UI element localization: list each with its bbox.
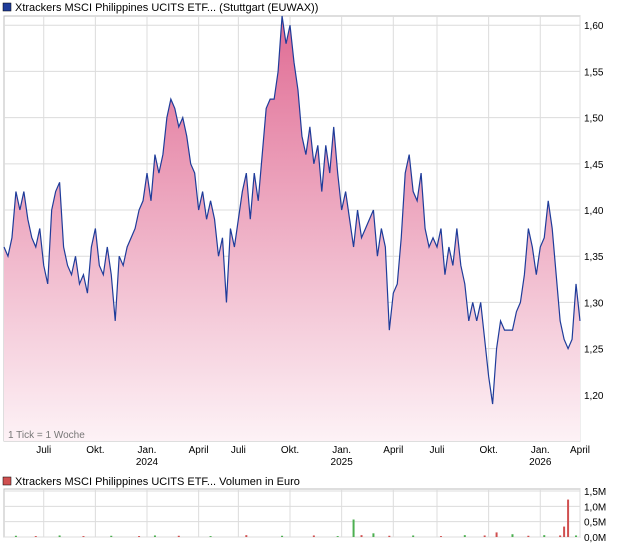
price-x-tick-label: April [570,445,590,456]
price-plot-area: 1 Tick = 1 Woche [3,15,581,442]
volume-plot-frame [3,488,581,538]
volume-bar [543,535,546,537]
price-y-tick-label: 1,55 [584,67,604,78]
price-year-labels: 2024 2025 2026 [136,457,552,468]
volume-bar [567,499,570,537]
volume-legend-swatch [2,476,12,486]
volume-bar [336,536,339,537]
price-chart-title: Xtrackers MSCI Philippines UCITS ETF... … [15,2,318,14]
price-x-tick-label: Jan. [332,445,351,456]
volume-y-tick-label: 0,5M [584,518,606,529]
price-x-tick-label: Jan. [138,445,157,456]
volume-bar [177,535,180,537]
tick-note: 1 Tick = 1 Woche [8,430,85,441]
price-y-axis: 1,20 1,25 1,30 1,35 1,40 1,45 1,50 1,55 1,60 [584,21,604,402]
volume-bar [138,536,141,537]
price-x-tick-label: Okt. [281,445,299,456]
volume-bar [14,535,17,537]
price-x-tick-label: Juli [36,445,51,456]
volume-bar [559,535,562,537]
volume-bar [58,535,61,537]
price-line [3,15,581,405]
price-y-tick-label: 1,30 [584,298,604,309]
volume-bar [312,535,315,537]
volume-bar [527,535,530,537]
volume-bar [245,535,248,537]
price-y-tick-label: 1,40 [584,206,604,217]
volume-y-axis: 0,0M 0,5M 1,0M 1,5M [584,487,606,544]
price-area [4,16,580,441]
volume-bar [495,532,498,537]
volume-bar [34,536,37,537]
price-legend-swatch [2,2,12,12]
price-x-tick-label: Okt. [479,445,497,456]
price-x-tick-label: Jan. [531,445,550,456]
volume-bar [412,535,415,537]
price-x-tick-label: Juli [231,445,246,456]
volume-plot-area [3,488,581,538]
price-x-tick-label: April [383,445,403,456]
price-y-tick-label: 1,35 [584,252,604,263]
volume-bar [82,536,85,537]
price-y-tick-label: 1,60 [584,21,604,32]
volume-bar [388,535,391,537]
volume-y-tick-label: 1,0M [584,502,606,513]
volume-bar [483,535,486,537]
price-y-tick-label: 1,20 [584,391,604,402]
volume-y-tick-label: 1,5M [584,487,606,498]
volume-bar [360,535,363,537]
price-x-axis: Juli Okt. Jan. April Juli Okt. Jan. April Juli Ok… [36,445,590,456]
price-y-tick-label: 1,50 [584,114,604,125]
price-x-tick-label: April [189,445,209,456]
year-label: 2024 [136,457,159,468]
price-x-tick-label: Juli [429,445,444,456]
volume-bar [372,533,375,537]
volume-bar [439,536,442,537]
volume-bar [463,535,466,537]
volume-bar [575,535,578,537]
volume-bar [511,534,514,537]
volume-y-tick-label: 0,0M [584,533,606,544]
volume-bar [281,535,284,537]
year-label: 2025 [331,457,354,468]
volume-bar [153,535,156,537]
price-x-tick-label: Okt. [86,445,104,456]
volume-bars [14,499,578,537]
volume-bar [352,519,355,537]
price-y-tick-label: 1,25 [584,345,604,356]
price-y-tick-label: 1,45 [584,160,604,171]
volume-bar [110,535,113,537]
volume-chart-title: Xtrackers MSCI Philippines UCITS ETF... … [15,476,300,488]
year-label: 2026 [529,457,552,468]
volume-bar [209,536,212,537]
volume-grid [4,489,581,538]
volume-bar [563,526,566,537]
